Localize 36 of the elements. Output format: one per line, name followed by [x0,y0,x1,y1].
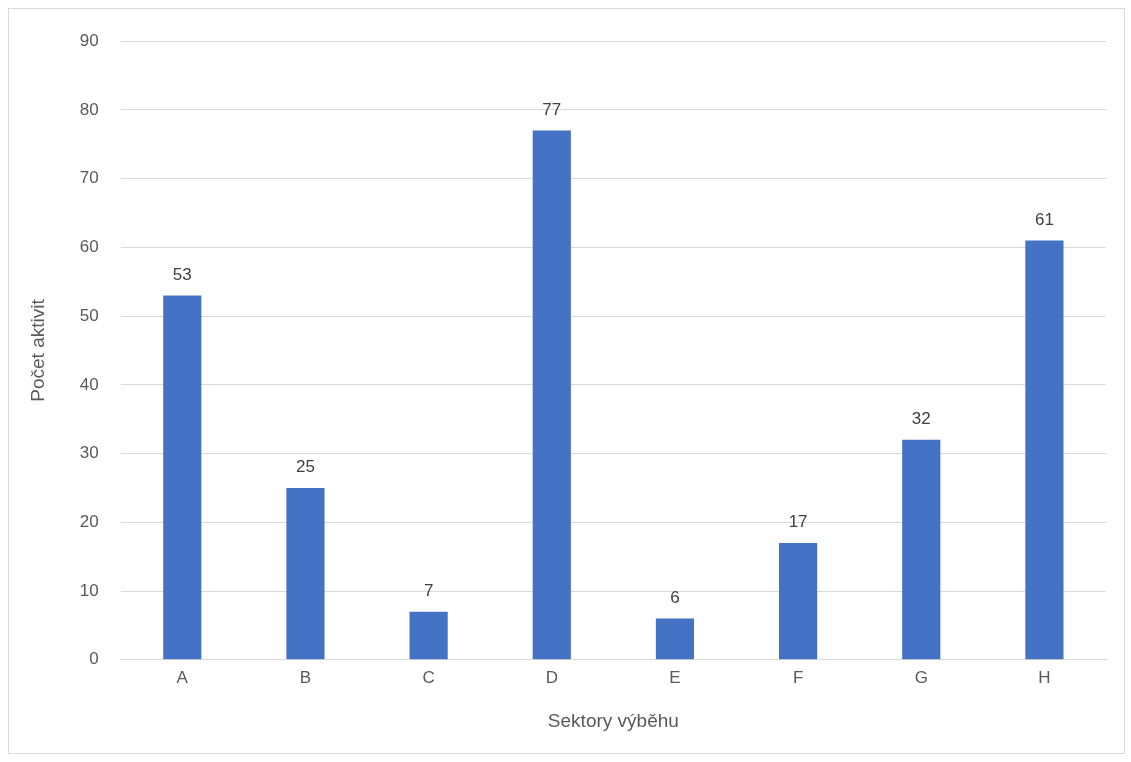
bar [409,611,448,660]
x-tick-label: F [792,667,804,687]
y-tick-label: 70 [79,168,99,188]
y-tick-label: 30 [79,443,99,463]
x-tick-label: A [176,667,189,687]
y-tick-label: 80 [79,99,99,119]
data-label: 17 [788,512,808,532]
y-tick-label: 60 [79,237,99,257]
y-tick-label: 10 [79,580,99,600]
bar [902,439,941,660]
data-label: 25 [295,457,315,477]
x-tick-label: G [914,667,928,687]
y-axis-title: Počet aktivit [26,298,48,402]
x-tick-label: E [669,667,681,687]
bar [655,618,695,660]
data-label: 32 [911,409,931,429]
x-tick-label: C [422,667,435,687]
data-label: 6 [670,587,680,607]
x-axis-title: Sektory výběhu [547,709,679,731]
data-label: 7 [423,580,434,600]
bar [163,295,202,660]
data-label: 53 [172,264,192,284]
data-label: 61 [1034,209,1054,229]
y-tick-label: 40 [79,374,99,394]
y-tick-label: 0 [89,649,99,669]
y-tick-label: 50 [79,305,99,325]
x-tick-label: D [545,667,558,687]
x-tick-label: H [1038,667,1051,687]
bar [779,542,818,660]
bar [1025,240,1064,660]
y-tick-label: 20 [79,512,99,532]
data-label: 77 [542,99,562,119]
x-tick-label: B [299,667,312,687]
bar [532,130,571,660]
y-tick-label: 90 [79,30,99,50]
bar [286,487,325,660]
